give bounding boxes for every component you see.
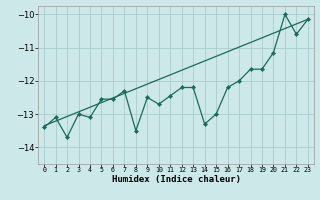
X-axis label: Humidex (Indice chaleur): Humidex (Indice chaleur) [111,175,241,184]
